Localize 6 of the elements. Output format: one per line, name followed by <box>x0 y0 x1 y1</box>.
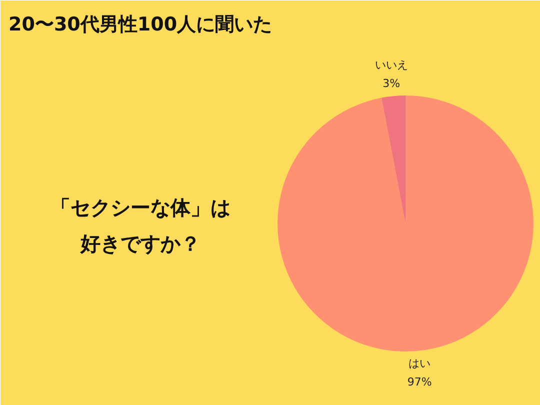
data-label: 3% <box>382 76 400 90</box>
slice-label: はい <box>408 357 431 370</box>
data-label: 97% <box>407 375 432 388</box>
slice-label: いいえ <box>374 58 408 72</box>
text: 「セクシーな体」は好きですか？ <box>50 196 230 256</box>
chart-title: 20〜30代男性100人に聞いた <box>8 14 272 36</box>
